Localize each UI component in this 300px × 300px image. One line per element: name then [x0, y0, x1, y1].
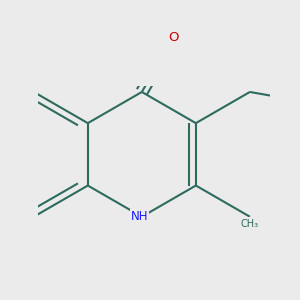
- Text: NH: NH: [131, 210, 148, 223]
- Text: O: O: [168, 32, 178, 44]
- Text: CH₃: CH₃: [241, 218, 259, 229]
